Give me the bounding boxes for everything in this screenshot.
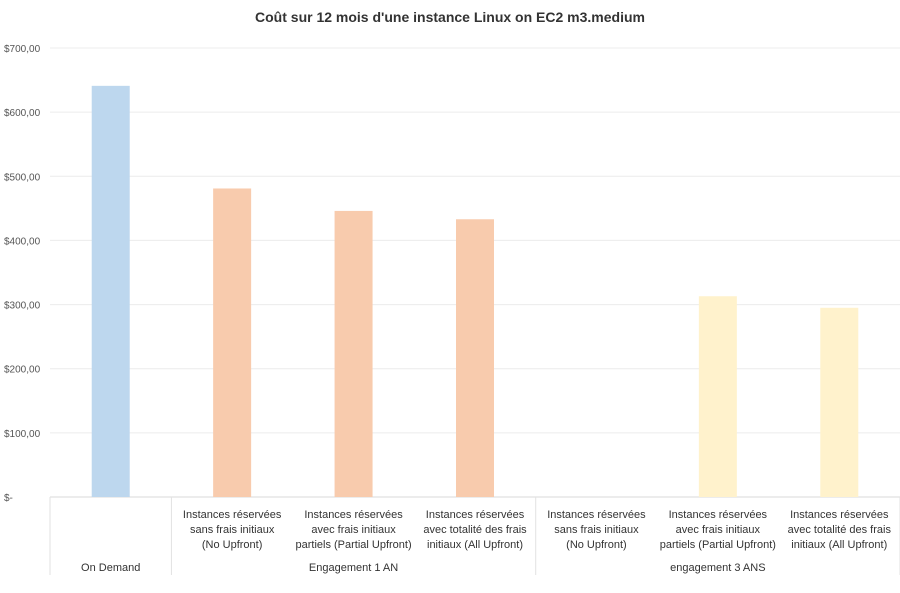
category-label: Instances réservées (304, 509, 403, 521)
category-label: initiaux (All Upfront) (791, 539, 887, 551)
y-axis: $- $100,00 $200,00 $300,00 $400,00 $500,00 $60… (4, 44, 41, 504)
category-label: initiaux (All Upfront) (427, 539, 523, 551)
category-label: Instances réservées (426, 509, 525, 521)
category-label: partiels (Partial Upfront) (295, 539, 411, 551)
category-label: avec totalité des frais (423, 524, 527, 536)
bar (456, 219, 494, 498)
y-tick-label: $- (4, 493, 13, 504)
category-label: (No Upfront) (202, 539, 263, 551)
y-tick-label: $200,00 (4, 365, 41, 376)
category-label: Instances réservées (183, 509, 282, 521)
y-tick-label: $600,00 (4, 108, 41, 119)
bar (820, 307, 859, 497)
category-label: Instances réservées (547, 509, 646, 521)
x-axis: Instances réservées sans frais initiaux (N… (49, 497, 900, 575)
category-label: avec frais initiaux (311, 524, 396, 536)
bars (91, 85, 859, 498)
group-label: engagement 3 ANS (670, 562, 765, 574)
category-label: sans frais initiaux (190, 524, 275, 536)
bar (91, 85, 130, 497)
y-tick-label: $300,00 (4, 301, 41, 312)
category-label: avec totalité des frais (788, 524, 892, 536)
category-label: Instances réservées (790, 509, 889, 521)
chart-title: Coût sur 12 mois d'une instance Linux on… (255, 9, 645, 25)
bar (698, 296, 737, 497)
group-label: On Demand (81, 562, 140, 574)
category-label: sans frais initiaux (554, 524, 639, 536)
bar (213, 188, 252, 498)
group-label: Engagement 1 AN (309, 562, 398, 574)
y-tick-label: $100,00 (4, 429, 41, 440)
category-label: avec frais initiaux (676, 524, 761, 536)
y-tick-label: $400,00 (4, 236, 41, 247)
bar (334, 210, 373, 497)
y-tick-label: $500,00 (4, 172, 41, 183)
category-label: Instances réservées (669, 509, 768, 521)
category-label: (No Upfront) (566, 539, 627, 551)
y-tick-label: $700,00 (4, 44, 41, 55)
category-label: partiels (Partial Upfront) (660, 539, 776, 551)
